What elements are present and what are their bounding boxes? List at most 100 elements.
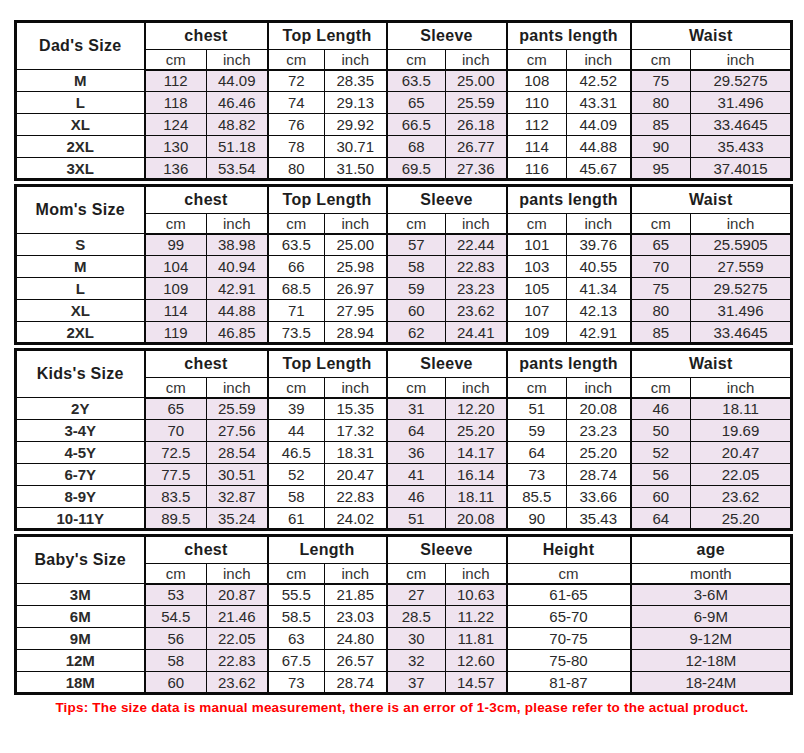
- column-group-header: chest: [145, 350, 268, 378]
- value-cell: 29.5275: [691, 278, 792, 300]
- value-cell: 51: [507, 398, 567, 420]
- value-cell: 22.05: [691, 464, 792, 486]
- size-tables-container: Dad's SizechestTop LengthSleevepants len…: [14, 20, 790, 695]
- value-cell: 109: [145, 278, 207, 300]
- value-cell: 66: [268, 256, 325, 278]
- value-cell: 26.97: [325, 278, 387, 300]
- value-cell: 85: [631, 114, 691, 136]
- value-cell: 73: [268, 672, 325, 694]
- table-row: 12M5822.8367.526.573212.6075-8012-18M: [16, 650, 792, 672]
- unit-header-cell: cm: [145, 564, 207, 584]
- unit-header-cell: inch: [325, 50, 387, 70]
- size-table-dad: Dad's SizechestTop LengthSleevepants len…: [14, 20, 793, 181]
- value-cell: 73.5: [268, 322, 325, 344]
- value-cell: 14.57: [446, 672, 507, 694]
- value-cell: 57: [387, 234, 446, 256]
- value-cell: 31: [387, 398, 446, 420]
- size-label-cell: 12M: [16, 650, 145, 672]
- size-label-cell: 3M: [16, 584, 145, 606]
- unit-header-cell: cm: [268, 378, 325, 398]
- size-label-cell: M: [16, 70, 145, 92]
- value-cell: 44.09: [567, 114, 631, 136]
- column-group-header: Sleeve: [387, 536, 507, 564]
- value-cell: 114: [145, 300, 207, 322]
- value-cell: 80: [268, 158, 325, 180]
- unit-header-cell: inch: [446, 214, 507, 234]
- value-cell: 70: [145, 420, 207, 442]
- unit-header-cell: cm: [387, 564, 446, 584]
- header-group-row: Dad's SizechestTop LengthSleevepants len…: [16, 22, 792, 50]
- value-cell: 15.35: [325, 398, 387, 420]
- column-group-header: pants length: [507, 22, 631, 50]
- table-title-cell: Dad's Size: [16, 22, 145, 70]
- value-cell: 107: [507, 300, 567, 322]
- size-label-cell: M: [16, 256, 145, 278]
- value-cell: 39.76: [567, 234, 631, 256]
- value-cell: 124: [145, 114, 207, 136]
- unit-header-cell: inch: [446, 50, 507, 70]
- column-group-header: Sleeve: [387, 22, 507, 50]
- value-cell: 42.91: [567, 322, 631, 344]
- column-group-header: age: [631, 536, 792, 564]
- value-cell: 33.66: [567, 486, 631, 508]
- unit-header-cell: inch: [207, 378, 268, 398]
- value-cell: 130: [145, 136, 207, 158]
- size-label-cell: 3-4Y: [16, 420, 145, 442]
- value-cell: 62: [387, 322, 446, 344]
- table-row: XL12448.827629.9266.526.1811244.098533.4…: [16, 114, 792, 136]
- value-cell: 25.20: [446, 420, 507, 442]
- size-label-cell: 3XL: [16, 158, 145, 180]
- value-cell: 12.60: [446, 650, 507, 672]
- value-cell: 24.80: [325, 628, 387, 650]
- size-label-cell: 8-9Y: [16, 486, 145, 508]
- value-cell: 50: [631, 420, 691, 442]
- table-row: 2XL13051.187830.716826.7711444.889035.43…: [16, 136, 792, 158]
- value-cell: 33.4645: [691, 322, 792, 344]
- size-label-cell: XL: [16, 300, 145, 322]
- table-row: 2XL11946.8573.528.946224.4110942.918533.…: [16, 322, 792, 344]
- value-cell: 68.5: [268, 278, 325, 300]
- header-group-row: Baby's SizechestLengthSleeveHeightage: [16, 536, 792, 564]
- table-row: XL11444.887127.956023.6210742.138031.496: [16, 300, 792, 322]
- table-row: 9M5622.056324.803011.8170-759-12M: [16, 628, 792, 650]
- value-cell: 59: [387, 278, 446, 300]
- header-group-row: Mom's SizechestTop LengthSleevepants len…: [16, 186, 792, 214]
- unit-header-cell: inch: [325, 564, 387, 584]
- value-cell: 25.98: [325, 256, 387, 278]
- value-cell: 80: [631, 300, 691, 322]
- table-row: M11244.097228.3563.525.0010842.527529.52…: [16, 70, 792, 92]
- unit-header-cell: cm: [631, 50, 691, 70]
- value-cell: 56: [145, 628, 207, 650]
- value-cell: 12-18M: [631, 650, 792, 672]
- value-cell: 44.88: [207, 300, 268, 322]
- value-cell: 39: [268, 398, 325, 420]
- value-cell: 40.94: [207, 256, 268, 278]
- value-cell: 28.54: [207, 442, 268, 464]
- value-cell: 64: [631, 508, 691, 530]
- column-group-header: Waist: [631, 350, 792, 378]
- value-cell: 60: [387, 300, 446, 322]
- column-group-header: Sleeve: [387, 186, 507, 214]
- column-group-header: chest: [145, 536, 268, 564]
- unit-header-cell: cm: [268, 50, 325, 70]
- value-cell: 24.41: [446, 322, 507, 344]
- value-cell: 30.51: [207, 464, 268, 486]
- value-cell: 66.5: [387, 114, 446, 136]
- value-cell: 23.23: [567, 420, 631, 442]
- unit-header-cell: cm: [145, 50, 207, 70]
- value-cell: 54.5: [145, 606, 207, 628]
- value-cell: 22.83: [207, 650, 268, 672]
- value-cell: 3-6M: [631, 584, 792, 606]
- value-cell: 72: [268, 70, 325, 92]
- value-cell: 45.67: [567, 158, 631, 180]
- value-cell: 20.08: [567, 398, 631, 420]
- value-cell: 16.14: [446, 464, 507, 486]
- value-cell: 22.44: [446, 234, 507, 256]
- unit-header-cell: inch: [567, 378, 631, 398]
- unit-header-cell: inch: [207, 50, 268, 70]
- unit-header-cell: inch: [567, 50, 631, 70]
- size-label-cell: XL: [16, 114, 145, 136]
- value-cell: 27: [387, 584, 446, 606]
- value-cell: 43.31: [567, 92, 631, 114]
- value-cell: 42.13: [567, 300, 631, 322]
